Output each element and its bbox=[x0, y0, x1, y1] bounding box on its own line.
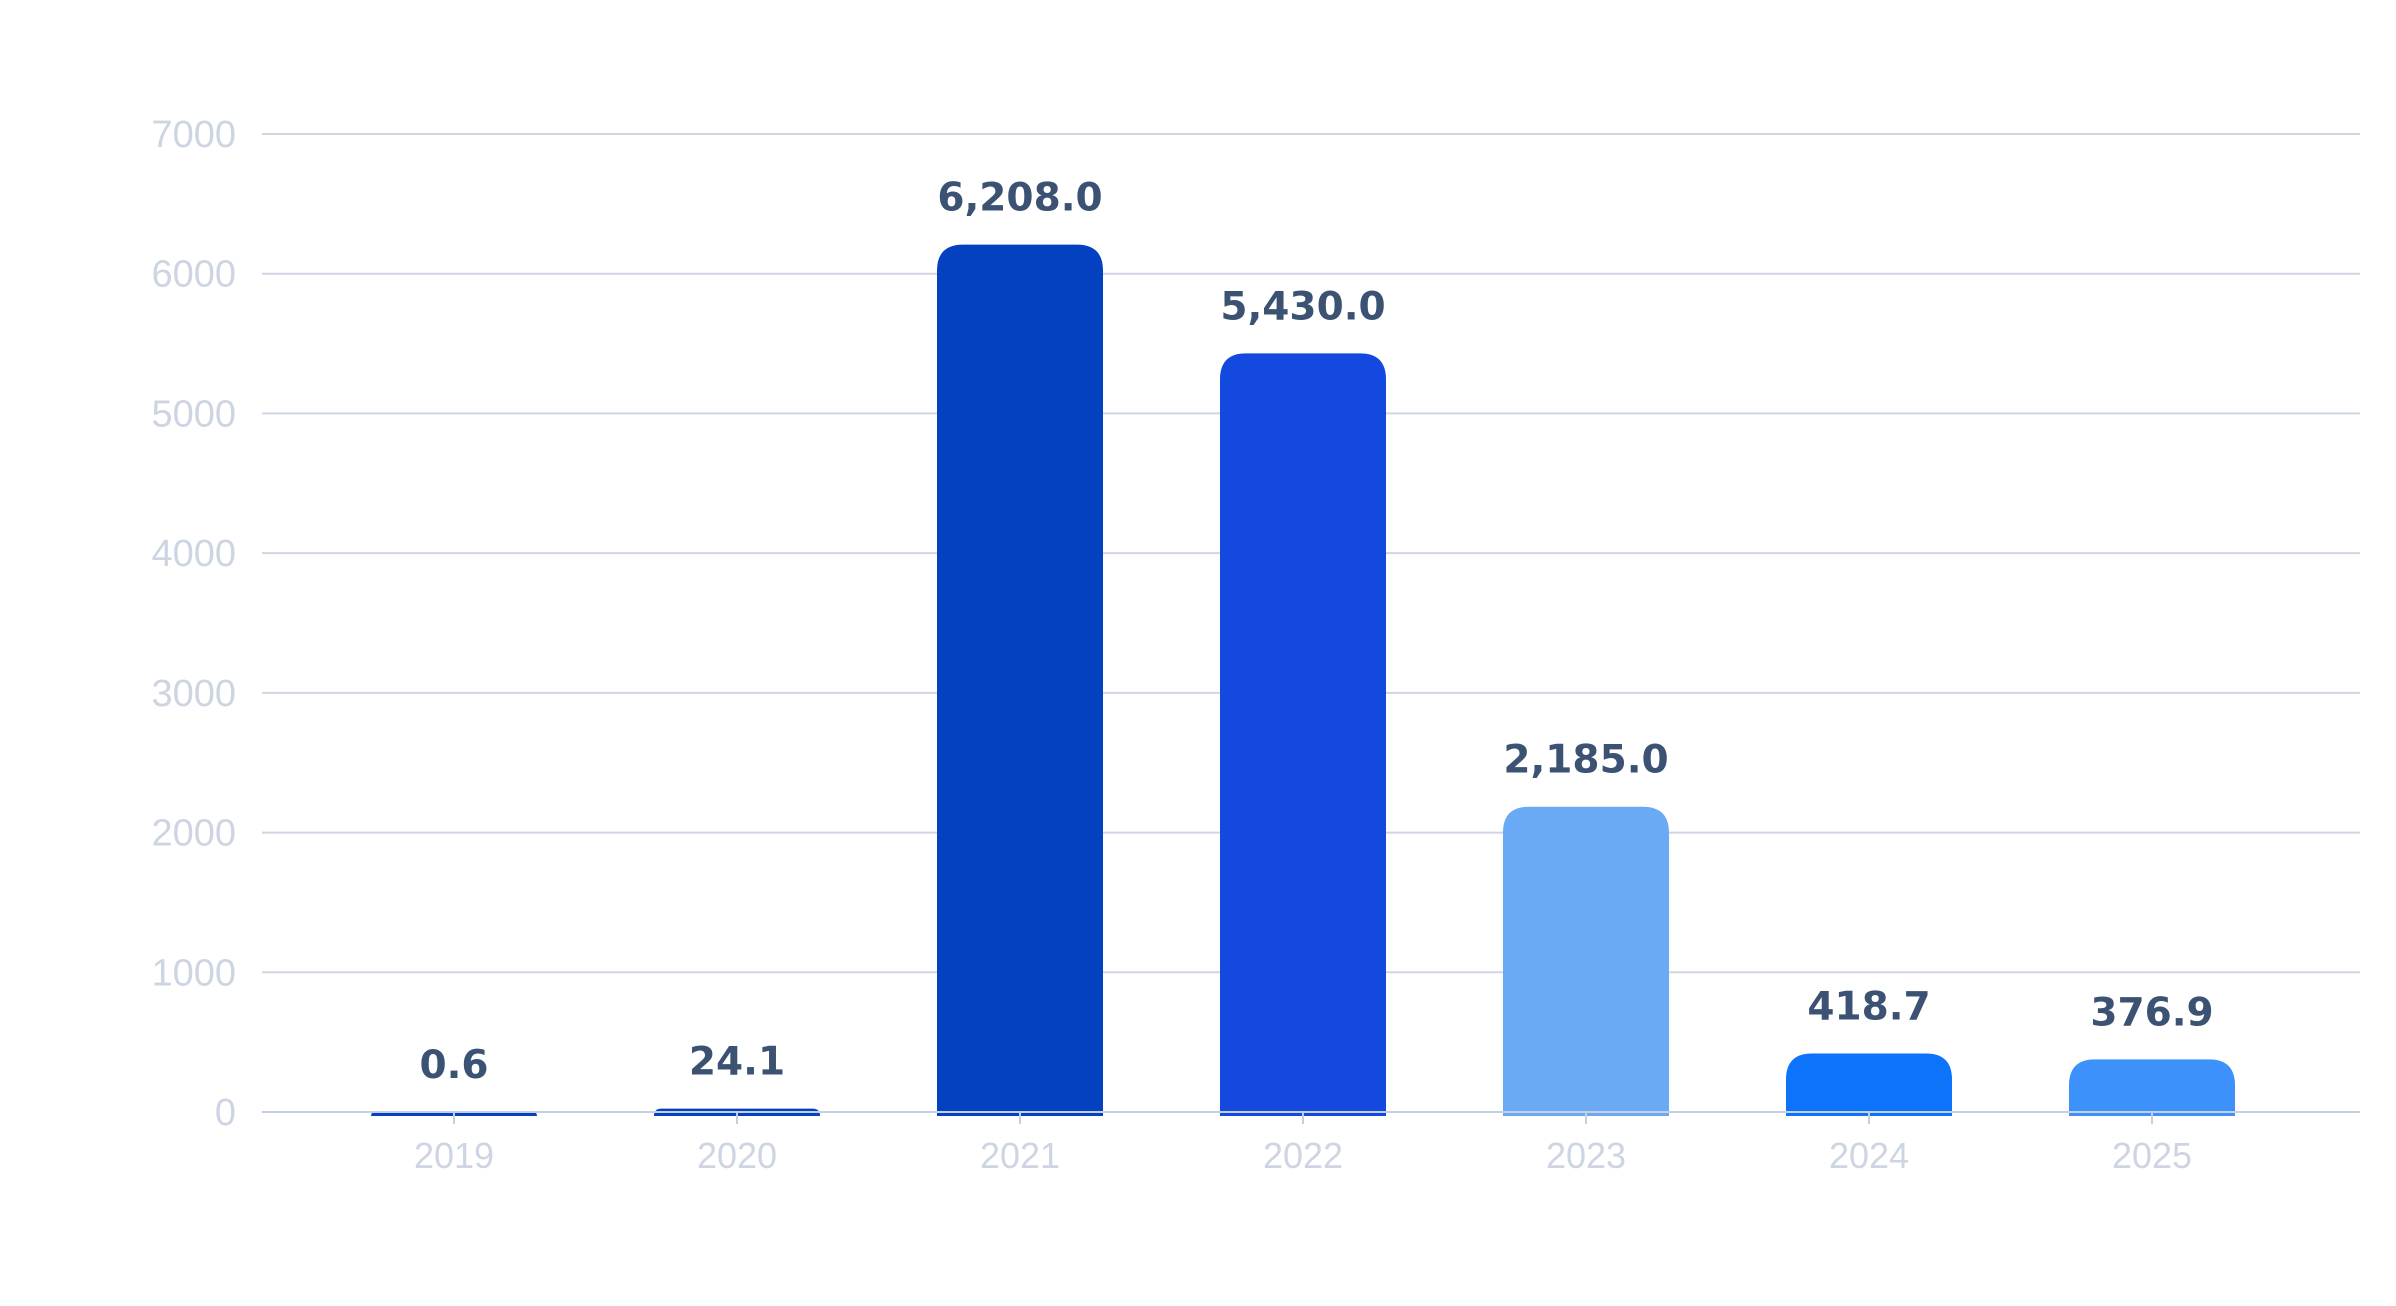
x-axis-ticks: 2019 2020 2021 2022 2023 2024 2025 bbox=[414, 1135, 2192, 1176]
bar-2024 bbox=[1786, 1053, 1952, 1116]
x-tick-label: 2022 bbox=[1263, 1135, 1343, 1176]
bar-2023 bbox=[1503, 806, 1669, 1116]
x-tick-label: 2023 bbox=[1546, 1135, 1626, 1176]
y-tick-label: 0 bbox=[215, 1092, 236, 1134]
y-tick-label: 1000 bbox=[151, 952, 236, 994]
bar-2025 bbox=[2069, 1059, 2235, 1116]
y-axis-ticks: 0 1000 2000 3000 4000 5000 6000 7000 bbox=[151, 114, 236, 1134]
x-axis bbox=[262, 1111, 2360, 1124]
y-tick-label: 2000 bbox=[151, 813, 236, 855]
data-label: 418.7 bbox=[1807, 985, 1930, 1030]
y-tick-label: 5000 bbox=[151, 393, 236, 435]
data-label: 6,208.0 bbox=[937, 176, 1102, 221]
y-tick-label: 4000 bbox=[151, 533, 236, 575]
y-tick-label: 3000 bbox=[151, 673, 236, 715]
data-label: 376.9 bbox=[2090, 990, 2213, 1035]
bars bbox=[371, 244, 2235, 1117]
data-labels: 0.6 24.1 6,208.0 5,430.0 2,185.0 418.7 376.9 bbox=[419, 176, 2213, 1088]
data-label: 2,185.0 bbox=[1503, 738, 1668, 783]
x-tick-label: 2024 bbox=[1829, 1135, 1909, 1176]
bar-2022 bbox=[1220, 353, 1386, 1116]
data-label: 0.6 bbox=[419, 1043, 488, 1088]
x-tick-label: 2021 bbox=[980, 1135, 1060, 1176]
y-tick-label: 6000 bbox=[151, 254, 236, 296]
y-tick-label: 7000 bbox=[151, 114, 236, 156]
x-tick-label: 2019 bbox=[414, 1135, 494, 1176]
data-label: 5,430.0 bbox=[1220, 284, 1385, 329]
x-tick-label: 2020 bbox=[697, 1135, 777, 1176]
bar-2021 bbox=[937, 244, 1103, 1117]
x-tick-label: 2025 bbox=[2112, 1135, 2192, 1176]
data-label: 24.1 bbox=[689, 1040, 785, 1085]
